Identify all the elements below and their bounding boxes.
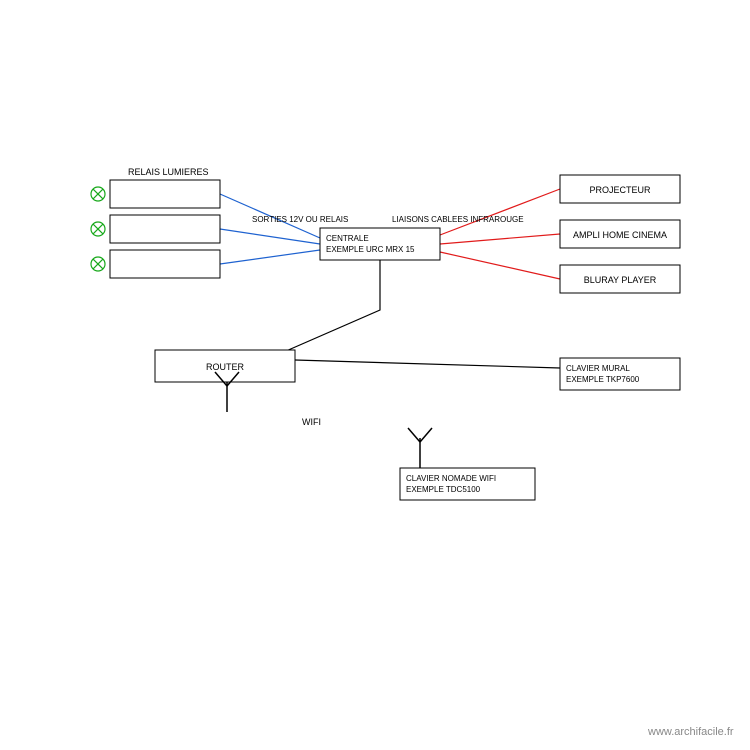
projecteur-label: PROJECTEUR: [589, 185, 651, 195]
edge-centrale-ampli: [440, 234, 560, 244]
centrale-box: [320, 228, 440, 260]
clavier-mural-box: [560, 358, 680, 390]
clavier-mural-label-1: CLAVIER MURAL: [566, 364, 630, 373]
clavier-nomade-label-2: EXEMPLE TDC5100: [406, 485, 481, 494]
relay-box-2: [110, 215, 220, 243]
relay-box-1: [110, 180, 220, 208]
nomade-antenna-icon-left: [408, 428, 420, 442]
router-label: ROUTER: [206, 362, 245, 372]
edge-relay3-centrale: [220, 250, 320, 264]
clavier-mural-label-2: EXEMPLE TKP7600: [566, 375, 640, 384]
wifi-label: WIFI: [302, 417, 321, 427]
edge-centrale-proj: [440, 189, 560, 235]
clavier-nomade-box: [400, 468, 535, 500]
relay-box-3: [110, 250, 220, 278]
ampli-label: AMPLI HOME CINEMA: [573, 230, 667, 240]
watermark-text: www.archifacile.fr: [647, 726, 734, 738]
bluray-label: BLURAY PLAYER: [584, 275, 657, 285]
edge-centrale-bluray: [440, 252, 560, 279]
edge-router-mural: [295, 360, 560, 368]
clavier-nomade-label-1: CLAVIER NOMADE WIFI: [406, 474, 496, 483]
sorties-label: SORTIES 12V OU RELAIS: [252, 215, 348, 224]
centrale-label-1: CENTRALE: [326, 234, 369, 243]
edge-centrale-router: [270, 260, 380, 358]
relais-lumieres-label: RELAIS LUMIERES: [128, 167, 209, 177]
diagram-canvas: CENTRALE EXEMPLE URC MRX 15 PROJECTEUR AMPL…: [0, 0, 750, 750]
nomade-antenna-icon-right: [420, 428, 432, 442]
centrale-label-2: EXEMPLE URC MRX 15: [326, 245, 415, 254]
liaisons-label: LIAISONS CABLEES INFRAROUGE: [392, 215, 524, 224]
